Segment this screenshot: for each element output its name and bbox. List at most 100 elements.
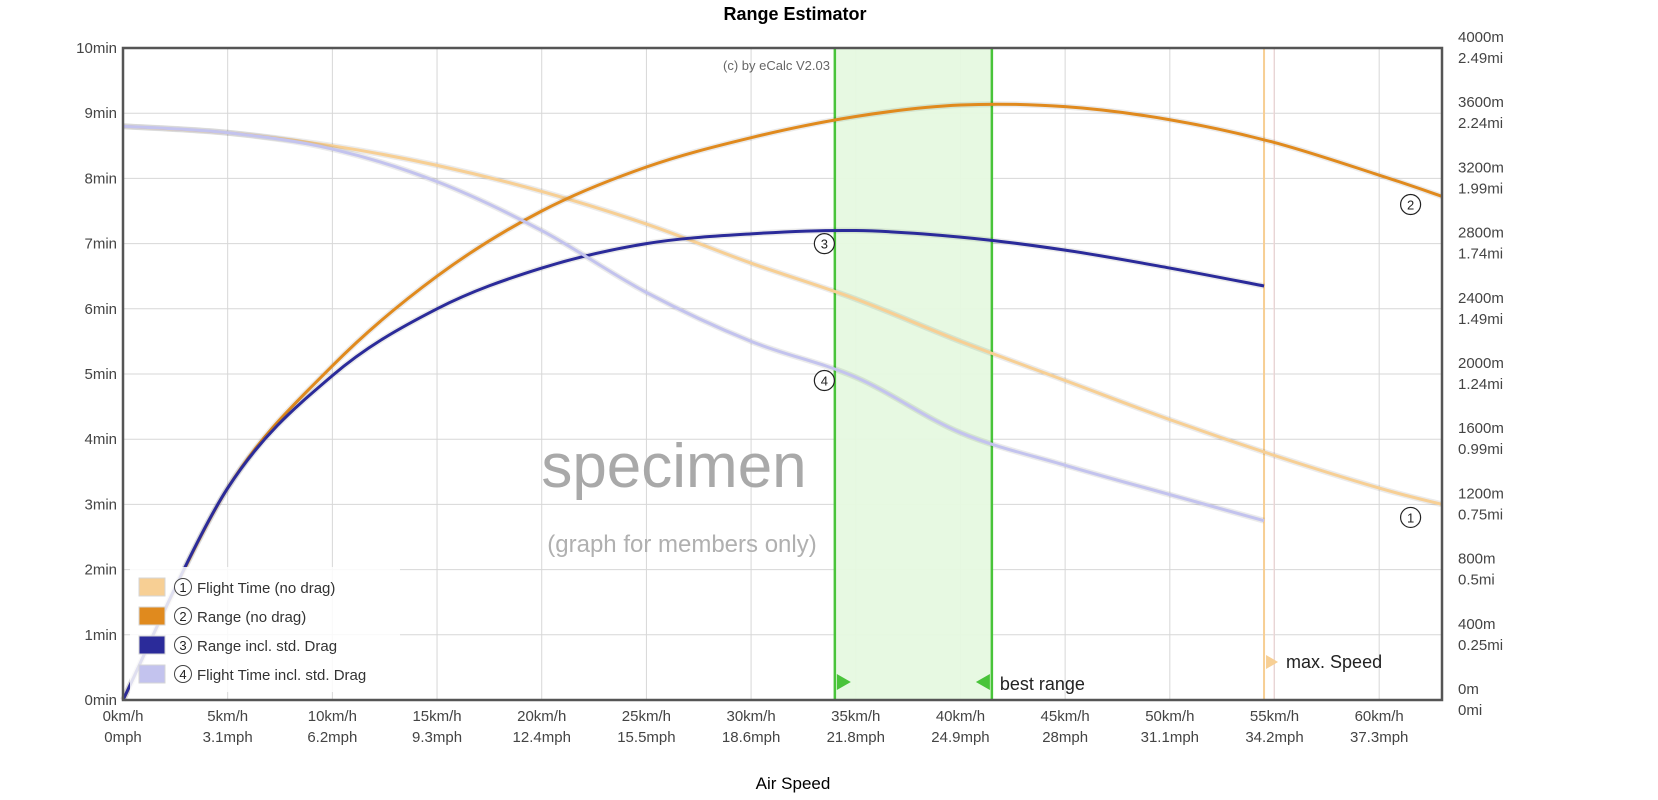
legend-marker-label-4: 4 bbox=[179, 667, 186, 682]
x-tick-label-kmh: 25km/h bbox=[622, 708, 671, 725]
y-right-tick-label-mi: 0.75mi bbox=[1458, 506, 1503, 523]
x-tick-label-kmh: 15km/h bbox=[412, 708, 461, 725]
y-right-tick-label-m: 2800m bbox=[1458, 225, 1504, 242]
legend-marker-2 bbox=[174, 607, 192, 625]
y-right-tick-label-mi: 0.25mi bbox=[1458, 637, 1503, 654]
x-tick-label-mph: 34.2mph bbox=[1245, 729, 1303, 746]
y-right-tick-label-m: 0m bbox=[1458, 681, 1479, 698]
best-range-band bbox=[834, 48, 992, 700]
x-tick-label-kmh: 60km/h bbox=[1355, 708, 1404, 725]
best-range-label: best range bbox=[1000, 674, 1085, 694]
legend-entry-label: Range (no drag) bbox=[197, 609, 306, 626]
y-right-tick-label-m: 1200m bbox=[1458, 485, 1504, 502]
y-right-tick-label-mi: 2.49mi bbox=[1458, 50, 1503, 67]
x-tick-label-mph: 9.3mph bbox=[412, 729, 462, 746]
max-speed-label: max. Speed bbox=[1286, 652, 1382, 672]
series-marker-label-1: 1 bbox=[1407, 510, 1414, 525]
x-axis-label: Air Speed bbox=[756, 774, 831, 793]
series-marker-4 bbox=[813, 369, 835, 392]
legend-swatch-2 bbox=[138, 606, 166, 626]
y-left-tick-label: 5min bbox=[84, 366, 117, 383]
series-marker-3 bbox=[813, 233, 835, 255]
best-range-right-arrow bbox=[975, 674, 990, 690]
legend-marker-4 bbox=[174, 665, 192, 683]
y-right-tick-label-mi: 0.5mi bbox=[1458, 572, 1495, 589]
y-right-tick-label-mi: 0.99mi bbox=[1458, 441, 1503, 458]
y-right-tick-label-m: 4000m bbox=[1458, 29, 1504, 46]
y-left-tick-label: 1min bbox=[84, 627, 117, 644]
y-right-tick-label-mi: 1.99mi bbox=[1458, 180, 1503, 197]
plot-border bbox=[121, 46, 1444, 702]
x-tick-label-kmh: 0km/h bbox=[103, 708, 144, 725]
x-tick-label-kmh: 35km/h bbox=[831, 708, 880, 725]
watermark: specimen (graph for members only) bbox=[541, 432, 816, 558]
x-tick-label-mph: 31.1mph bbox=[1141, 729, 1199, 746]
x-tick-label-kmh: 5km/h bbox=[207, 708, 248, 725]
y-right-tick-label-m: 400m bbox=[1458, 616, 1496, 633]
y-left-tick-label: 10min bbox=[76, 40, 117, 57]
x-tick-label-mph: 28mph bbox=[1042, 729, 1088, 746]
plot-area: best range max. Speed 1 2 3 4 0min 1min 2min 3min… bbox=[76, 29, 1504, 746]
x-tick-label-mph: 15.5mph bbox=[617, 729, 675, 746]
y-right-tick-label-mi: 0mi bbox=[1458, 702, 1482, 719]
legend-marker-label-3: 3 bbox=[179, 638, 186, 653]
y-left-tick-label: 4min bbox=[84, 431, 117, 448]
series-marker-label-4: 4 bbox=[821, 374, 828, 389]
x-tick-label-mph: 3.1mph bbox=[203, 729, 253, 746]
y-left-tick-label: 8min bbox=[84, 170, 117, 187]
legend: 1 Flight Time (no drag) 2 Range (no drag) 3 R… bbox=[130, 567, 400, 692]
series-marker-2 bbox=[1399, 193, 1422, 216]
legend-entry-label: Flight Time (no drag) bbox=[197, 580, 335, 597]
credit-text: (c) by eCalc V2.03 bbox=[723, 58, 830, 73]
series-3-line bbox=[121, 228, 1265, 701]
y-right-tick-label-mi: 1.74mi bbox=[1458, 246, 1503, 263]
x-tick-label-kmh: 30km/h bbox=[726, 708, 775, 725]
y-right-tick-label-m: 3200m bbox=[1458, 159, 1504, 176]
y-right-tick-label-mi: 1.24mi bbox=[1458, 376, 1503, 393]
chart-title: Range Estimator bbox=[723, 4, 866, 24]
y-right-tick-label-m: 1600m bbox=[1458, 420, 1504, 437]
legend-marker-label-2: 2 bbox=[179, 609, 186, 624]
y-left-tick-label: 3min bbox=[84, 496, 117, 513]
legend-marker-1 bbox=[174, 578, 192, 596]
x-tick-label-kmh: 55km/h bbox=[1250, 708, 1299, 725]
series-marker-label-2: 2 bbox=[1407, 197, 1414, 212]
max-speed-arrow bbox=[1266, 655, 1279, 669]
best-range-left-arrow bbox=[836, 674, 851, 690]
x-tick-label-kmh: 40km/h bbox=[936, 708, 985, 725]
legend-marker-3 bbox=[174, 636, 192, 654]
x-tick-label-mph: 24.9mph bbox=[931, 729, 989, 746]
legend-entry-label: Flight Time incl. std. Drag bbox=[197, 667, 366, 684]
watermark-subtext: (graph for members only) bbox=[547, 531, 816, 558]
x-tick-label-kmh: 45km/h bbox=[1041, 708, 1090, 725]
y-left-tick-label: 2min bbox=[84, 562, 117, 579]
y-left-tick-label: 6min bbox=[84, 301, 117, 318]
y-right-tick-label-mi: 2.24mi bbox=[1458, 115, 1503, 132]
y-left-tick-label: 0min bbox=[84, 692, 117, 709]
legend-marker-label-1: 1 bbox=[179, 580, 186, 595]
x-tick-label-kmh: 20km/h bbox=[517, 708, 566, 725]
y-right-tick-label-m: 2000m bbox=[1458, 355, 1504, 372]
watermark-text: specimen bbox=[541, 432, 806, 501]
x-tick-label-mph: 37.3mph bbox=[1350, 729, 1408, 746]
y-right-tick-label-m: 3600m bbox=[1458, 94, 1504, 111]
series-4-line bbox=[122, 124, 1265, 523]
x-tick-label-kmh: 10km/h bbox=[308, 708, 357, 725]
y-left-tick-label: 7min bbox=[84, 236, 117, 253]
legend-swatch-4 bbox=[138, 664, 166, 684]
x-tick-label-mph: 6.2mph bbox=[307, 729, 357, 746]
y-right-tick-label-m: 800m bbox=[1458, 551, 1496, 568]
series-marker-label-3: 3 bbox=[821, 237, 828, 252]
series-marker-1 bbox=[1399, 506, 1422, 529]
x-tick-label-kmh: 50km/h bbox=[1145, 708, 1194, 725]
x-tick-label-mph: 18.6mph bbox=[722, 729, 780, 746]
legend-swatch-3 bbox=[138, 635, 166, 655]
y-left-tick-label: 9min bbox=[84, 105, 117, 122]
series-1-line bbox=[122, 124, 1443, 506]
x-tick-label-mph: 21.8mph bbox=[827, 729, 885, 746]
y-right-tick-label-m: 2400m bbox=[1458, 290, 1504, 307]
legend-swatch-1 bbox=[138, 577, 166, 597]
x-tick-label-mph: 0mph bbox=[104, 729, 142, 746]
series-2-line bbox=[121, 102, 1443, 701]
